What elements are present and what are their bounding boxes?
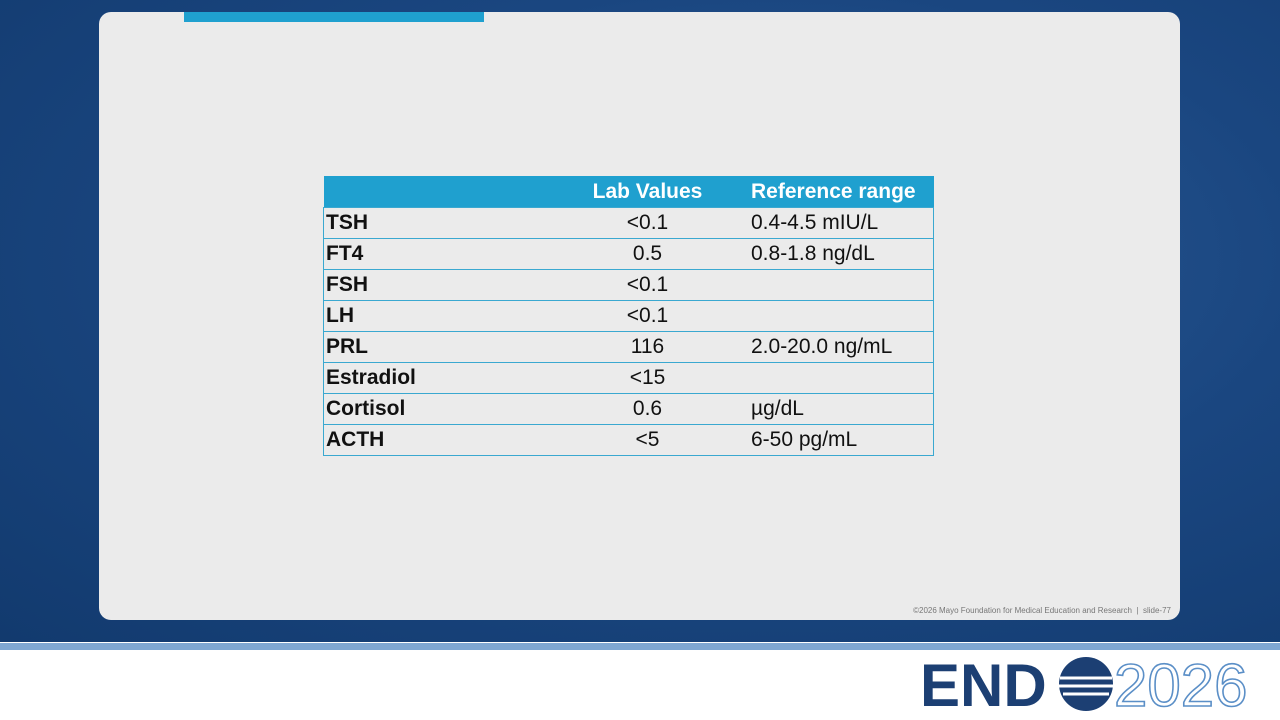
table-row: Estradiol <15 [323, 362, 934, 394]
reference-cell [737, 300, 934, 332]
table-row: LH <0.1 [323, 300, 934, 332]
reference-cell: µg/dL [737, 393, 934, 425]
value-cell: 116 [558, 331, 737, 363]
copyright: ©2026 Mayo Foundation for Medical Educat… [913, 606, 1171, 615]
globe [1059, 657, 1113, 711]
table-row: PRL 116 2.0-20.0 ng/mL [323, 331, 934, 363]
logo-year: 2026 [1114, 652, 1247, 716]
value-cell: <0.1 [558, 207, 737, 239]
globe-lines [1059, 676, 1113, 696]
logo-word: END [920, 652, 1047, 716]
value-cell: 0.6 [558, 393, 737, 425]
table-row: Cortisol 0.6 µg/dL [323, 393, 934, 425]
reference-cell: 6-50 pg/mL [737, 424, 934, 456]
test-cell: ACTH [323, 424, 558, 456]
test-cell: FSH [323, 269, 558, 301]
header-row: Lab Values Reference range [323, 176, 934, 208]
accent-bar [184, 12, 484, 22]
reference-cell: 2.0-20.0 ng/mL [737, 331, 934, 363]
value-cell: <5 [558, 424, 737, 456]
test-cell: FT4 [323, 238, 558, 270]
reference-cell: 0.4-4.5 mIU/L [737, 207, 934, 239]
test-cell: PRL [323, 331, 558, 363]
test-cell: TSH [323, 207, 558, 239]
reference-cell [737, 269, 934, 301]
stripe [0, 643, 1280, 650]
header-cell: Lab Values [558, 176, 737, 208]
reference-cell: 0.8-1.8 ng/dL [737, 238, 934, 270]
header-cell: Reference range [737, 176, 934, 208]
value-cell: <0.1 [558, 300, 737, 332]
test-cell: Estradiol [323, 362, 558, 394]
table-row: FSH <0.1 [323, 269, 934, 301]
test-cell: Cortisol [323, 393, 558, 425]
table-row: ACTH <5 6-50 pg/mL [323, 424, 934, 456]
value-cell: <15 [558, 362, 737, 394]
value-cell: 0.5 [558, 238, 737, 270]
reference-cell [737, 362, 934, 394]
test-cell: LH [323, 300, 558, 332]
table-row: FT4 0.5 0.8-1.8 ng/dL [323, 238, 934, 270]
lab-table: Lab Values Reference range TSH <0.1 0.4-4.… [323, 176, 934, 456]
header-cell [323, 176, 558, 208]
table-row: TSH <0.1 0.4-4.5 mIU/L [323, 207, 934, 239]
logo: END 2026 [920, 652, 1248, 716]
value-cell: <0.1 [558, 269, 737, 301]
